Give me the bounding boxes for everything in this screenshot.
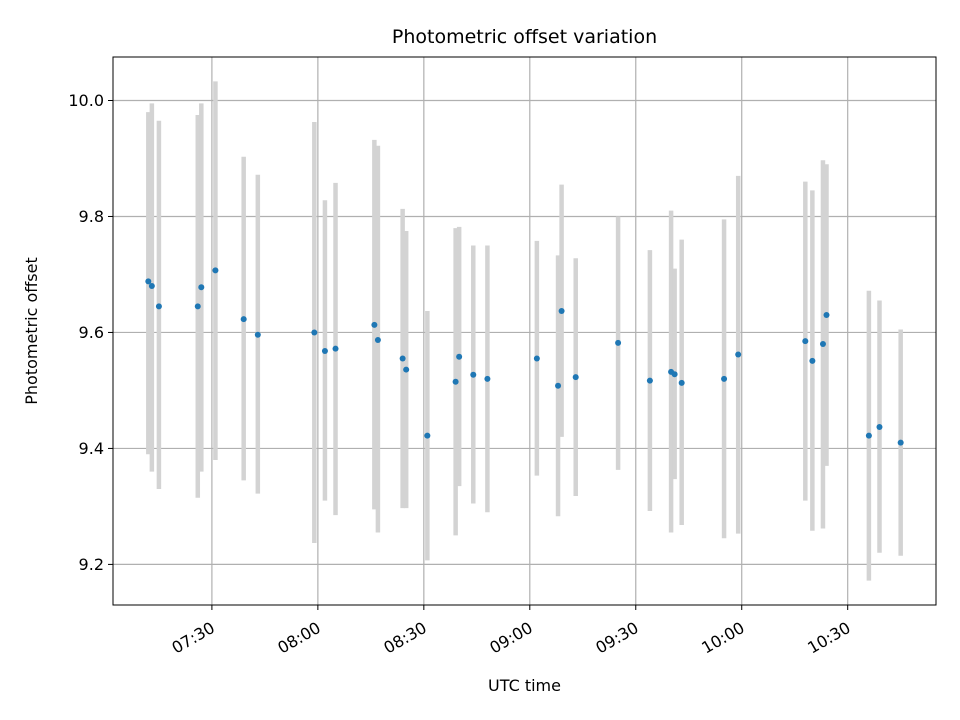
data-point <box>819 341 826 348</box>
data-point <box>823 312 830 319</box>
data-point <box>240 316 247 323</box>
data-point <box>876 423 883 430</box>
data-point <box>865 432 872 439</box>
data-point <box>212 267 219 274</box>
data-point <box>558 307 565 314</box>
data-point <box>332 345 339 352</box>
data-point <box>533 355 540 362</box>
y-tick-label: 9.6 <box>79 323 104 342</box>
data-point <box>470 371 477 378</box>
data-point <box>897 439 904 446</box>
data-point <box>678 379 685 386</box>
data-point <box>452 378 459 385</box>
data-point <box>399 355 406 362</box>
data-point <box>194 303 201 310</box>
data-point <box>721 375 728 382</box>
data-point <box>802 338 809 345</box>
y-tick-label: 9.4 <box>79 439 104 458</box>
data-point <box>371 321 378 328</box>
plot-frame <box>112 56 937 606</box>
y-tick-label: 9.8 <box>79 207 104 226</box>
data-point <box>198 284 205 291</box>
data-point <box>403 366 410 373</box>
data-point <box>145 278 152 285</box>
data-point <box>809 357 816 364</box>
y-tick-label: 10.0 <box>68 91 104 110</box>
grid-layer <box>113 57 936 605</box>
data-point <box>555 382 562 389</box>
data-point <box>254 331 261 338</box>
data-point <box>735 351 742 358</box>
y-axis-title: Photometric offset <box>22 257 41 405</box>
data-point <box>671 371 678 378</box>
data-point <box>484 375 491 382</box>
data-point <box>155 303 162 310</box>
data-point <box>646 377 653 384</box>
point-layer <box>145 267 904 446</box>
data-point <box>321 348 328 355</box>
data-point <box>615 339 622 346</box>
data-point <box>424 432 431 439</box>
y-tick-label: 9.2 <box>79 555 104 574</box>
data-point <box>374 336 381 343</box>
data-point <box>148 283 155 290</box>
data-point <box>572 374 579 381</box>
chart-title: Photometric offset variation <box>392 26 657 48</box>
data-point <box>456 353 463 360</box>
data-point <box>311 329 318 336</box>
x-axis-title: UTC time <box>488 676 561 695</box>
